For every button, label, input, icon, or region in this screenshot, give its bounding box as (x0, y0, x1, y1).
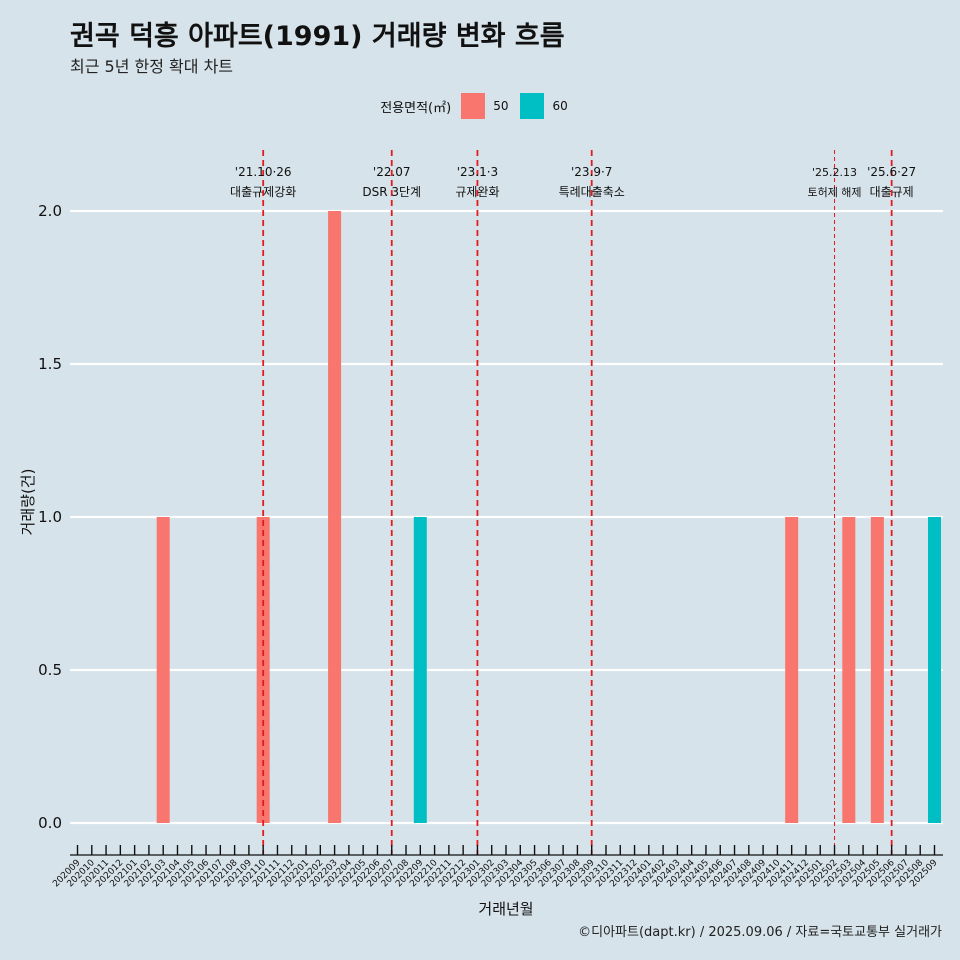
y-tick-label: 0.0 (38, 814, 62, 832)
legend-title: 전용면적(㎡) (380, 100, 452, 116)
x-axis-title: 거래년월 (478, 900, 533, 918)
event-date-label: '23.1·3 (457, 165, 498, 179)
y-tick-label: 1.5 (38, 355, 62, 373)
bar-60-202509 (928, 517, 941, 823)
event-date-label: '22.07 (373, 165, 411, 179)
bar-50-202411 (785, 517, 799, 823)
bars (156, 211, 941, 823)
legend-label-60: 60 (552, 99, 568, 113)
bar-60-202209 (413, 517, 427, 823)
event-lines: '21.10·26 대출규제강화 '22.07 DSR 3단계 '23.1·3 규제완화 '… (230, 150, 916, 855)
y-axis-title: 거래량(건) (19, 469, 37, 536)
event-date-label: '25.2.13 (812, 166, 857, 179)
legend-key-50 (461, 93, 486, 119)
legend-key-60 (520, 93, 545, 119)
y-tick-label: 2.0 (38, 202, 62, 220)
x-axis: 2020092020102020112020122021012021022021… (51, 845, 943, 889)
event-name-label: 토허제 해제 (807, 185, 861, 199)
event-date-label: '23.9·7 (571, 165, 612, 179)
bar-50-202503 (842, 517, 856, 823)
event-date-label: '25.6·27 (867, 165, 916, 179)
bar-50-202103 (156, 517, 170, 823)
bar-50-202505 (870, 517, 884, 823)
chart-subtitle: 최근 5년 한정 확대 차트 (70, 57, 234, 76)
event-name-label: 규제완화 (455, 185, 499, 199)
y-tick-label: 0.5 (38, 661, 62, 679)
legend: 전용면적(㎡) 50 60 (0, 93, 960, 119)
gridlines (70, 209, 943, 825)
event-date-label: '21.10·26 (235, 165, 292, 179)
source-caption: ©디아파트(dapt.kr) / 2025.09.06 / 자료=국토교통부 실… (578, 925, 942, 940)
y-axis: 0.0 0.5 1.0 1.5 2.0 (38, 202, 62, 832)
event-name-label: 대출규제 (870, 185, 914, 199)
event-name-label: 대출규제강화 (230, 185, 296, 199)
chart-title: 권곡 덕흥 아파트(1991) 거래량 변화 흐름 (70, 21, 565, 52)
event-name-label: DSR 3단계 (362, 185, 421, 199)
y-tick-label: 1.0 (38, 508, 62, 526)
event-name-label: 특례대출축소 (559, 185, 625, 199)
legend-label-50: 50 (493, 99, 509, 113)
bar-50-202203 (328, 211, 342, 823)
